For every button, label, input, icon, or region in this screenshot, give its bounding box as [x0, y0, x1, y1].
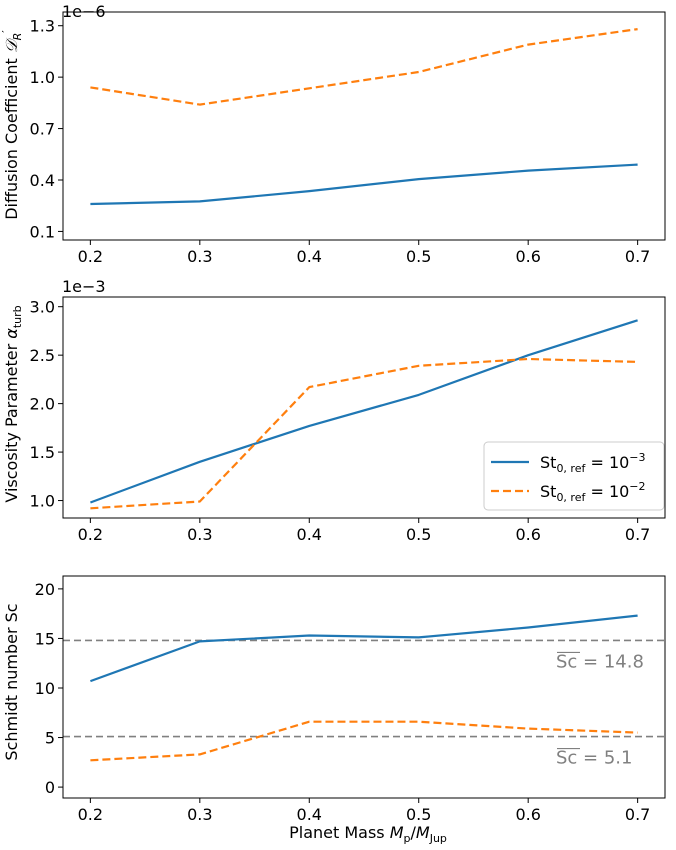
- panel-3-x-tick-label: 0.4: [297, 805, 322, 824]
- panel-schmidt-number: Schmidt number Sc Planet Mass Mp/MJup Sc…: [2, 575, 666, 845]
- panel-3-reference-label-1: Sc = 14.8: [556, 651, 644, 672]
- panel-2-x-tick-label: 0.3: [187, 525, 212, 544]
- legend-box: [483, 441, 665, 511]
- legend: St0, ref = 10−3 St0, ref = 10−2: [483, 441, 665, 511]
- panel-1-x-tick-label: 0.3: [187, 247, 212, 266]
- panel-1-axes-frame: [62, 11, 666, 241]
- panel-3-x-tick-label: 0.2: [78, 805, 103, 824]
- panel-2-series-1-line: [90, 319, 638, 504]
- panel-2-series-2-line: [90, 357, 638, 510]
- panel-3-reference-label-2: Sc = 5.1: [556, 748, 632, 769]
- panel-2-y-tick-label: 1.0: [30, 492, 55, 511]
- panel-1-y-label: Diffusion Coefficient 𝒟R′: [0, 30, 24, 220]
- panel-2-y-tick-label: 2.0: [30, 395, 55, 414]
- panel-2-x-tick-label: 0.7: [625, 525, 650, 544]
- panel-3-x-tick-label: 0.3: [187, 805, 212, 824]
- panel-2-x-tick-label: 0.6: [515, 525, 540, 544]
- panel-3-x-tick-label: 0.6: [515, 805, 540, 824]
- panel-1-series-1-line: [90, 163, 638, 206]
- panel-diffusion-coefficient: 1e−6 Diffusion Coefficient 𝒟R′ 0.2 0.3 0.4…: [0, 2, 666, 266]
- panel-2-y-tick-label: 1.5: [30, 443, 55, 462]
- panel-3-y-label: Schmidt number Sc: [2, 603, 21, 760]
- panel-3-x-tick-label: 0.7: [625, 805, 650, 824]
- panel-2-axes-frame: [62, 296, 666, 519]
- x-axis-label: Planet Mass Mp/MJup: [289, 823, 447, 845]
- panel-1-y-tick-label: 0.1: [30, 222, 55, 241]
- panel-1-series-2-line: [90, 28, 638, 106]
- panel-1-x-tick-label: 0.5: [406, 247, 431, 266]
- panel-3-y-tick-label: 10: [35, 679, 55, 698]
- panel-3-x-tick-label: 0.5: [406, 805, 431, 824]
- panel-3-y-tick-label: 5: [45, 729, 55, 748]
- panel-3-series-2-line: [90, 720, 638, 762]
- panel-2-y-tick-label: 2.5: [30, 346, 55, 365]
- panel-3-y-tick-label: 20: [35, 580, 55, 599]
- panel-3-y-tick-label: 15: [35, 629, 55, 648]
- panel-1-x-tick-label: 0.7: [625, 247, 650, 266]
- panel-2-x-tick-label: 0.2: [78, 525, 103, 544]
- legend-label-series-2: St0, ref = 10−2: [540, 480, 646, 504]
- panel-3-axes-frame: [62, 575, 666, 799]
- panel-viscosity-parameter: 1e−3 Viscosity Parameter αturb 0.2 0.3 0.4…: [2, 277, 666, 544]
- panel-1-y-tick-label: 0.4: [30, 171, 55, 190]
- panel-1-y-tick-label: 1.3: [30, 17, 55, 36]
- panel-2-x-tick-label: 0.4: [297, 525, 322, 544]
- panel-3-y-tick-label: 0: [45, 778, 55, 797]
- panel-2-x-tick-label: 0.5: [406, 525, 431, 544]
- panel-1-x-tick-label: 0.4: [297, 247, 322, 266]
- panel-2-y-label: Viscosity Parameter αturb: [2, 305, 24, 502]
- panel-2-y-tick-label: 3.0: [30, 298, 55, 317]
- panel-1-y-tick-label: 1.0: [30, 68, 55, 87]
- panel-2-multiplier: 1e−3: [62, 277, 106, 296]
- panel-3-series-1-line: [90, 614, 638, 683]
- panel-1-x-tick-label: 0.6: [515, 247, 540, 266]
- panel-1-x-tick-label: 0.2: [78, 247, 103, 266]
- panel-1-y-tick-label: 0.7: [30, 120, 55, 139]
